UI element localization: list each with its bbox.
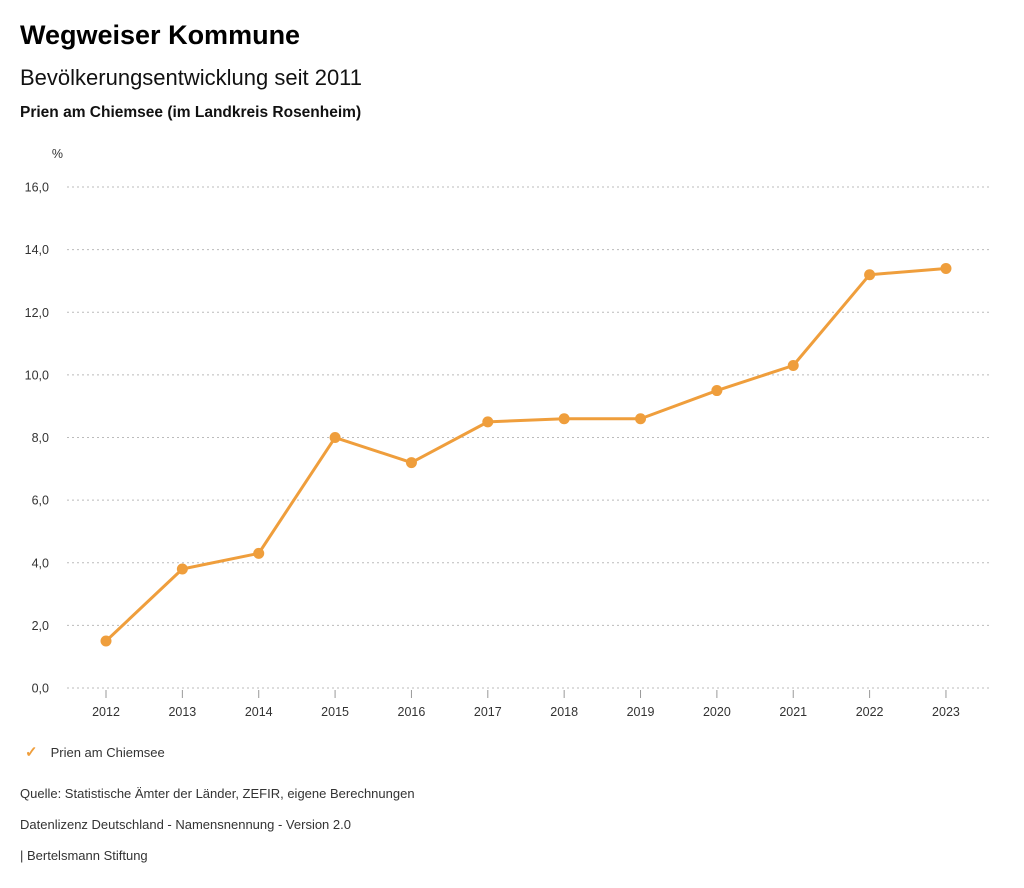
data-point-2016[interactable] xyxy=(405,457,417,469)
y-axis-tick-label: 6,0 xyxy=(32,494,49,508)
data-point-2022[interactable] xyxy=(864,269,876,281)
data-point-2020[interactable] xyxy=(711,385,723,397)
check-icon: ✓ xyxy=(25,744,38,761)
chart-title: Bevölkerungsentwicklung seit 2011 xyxy=(20,65,363,90)
x-axis-tick-label: 2014 xyxy=(245,705,273,719)
legend-item-prien-am-chiemsee[interactable]: ✓ Prien am Chiemsee xyxy=(25,745,165,760)
x-axis-tick-label: 2021 xyxy=(779,705,807,719)
page-title: Wegweiser Kommune xyxy=(20,20,301,50)
source-text: Quelle: Statistische Ämter der Länder, Z… xyxy=(20,786,415,801)
y-axis-tick-label: 14,0 xyxy=(25,243,49,257)
data-point-2021[interactable] xyxy=(787,360,799,372)
data-point-2017[interactable] xyxy=(482,416,494,428)
data-point-2012[interactable] xyxy=(100,635,112,647)
y-axis-tick-label: 10,0 xyxy=(25,368,49,382)
region-subtitle: Prien am Chiemsee (im Landkreis Rosenhei… xyxy=(20,104,362,121)
y-axis-tick-label: 12,0 xyxy=(25,306,49,320)
data-point-2023[interactable] xyxy=(940,262,952,274)
x-axis-tick-label: 2018 xyxy=(550,705,578,719)
data-point-2019[interactable] xyxy=(635,413,647,425)
x-axis-tick-label: 2022 xyxy=(856,705,884,719)
x-axis-tick-label: 2019 xyxy=(627,705,655,719)
attribution-text: | Bertelsmann Stiftung xyxy=(20,848,148,863)
y-axis-tick-label: 0,0 xyxy=(32,682,49,696)
data-point-2015[interactable] xyxy=(329,432,341,444)
x-axis-tick-label: 2015 xyxy=(321,705,349,719)
legend: ✓ Prien am Chiemsee xyxy=(25,745,165,760)
license-text: Datenlizenz Deutschland - Namensnennung … xyxy=(20,817,351,832)
x-axis-tick-label: 2013 xyxy=(168,705,196,719)
legend-label: Prien am Chiemsee xyxy=(50,745,165,760)
series-line xyxy=(104,266,948,643)
y-axis-tick-label: 2,0 xyxy=(32,619,49,633)
y-axis-tick-label: 8,0 xyxy=(32,431,49,445)
x-axis-tick-label: 2023 xyxy=(932,705,960,719)
x-axis-tick-label: 2020 xyxy=(703,705,731,719)
x-axis-tick-label: 2012 xyxy=(92,705,120,719)
x-axis-tick-label: 2016 xyxy=(398,705,426,719)
y-axis-tick-label: 4,0 xyxy=(32,556,49,570)
data-point-2018[interactable] xyxy=(558,413,570,425)
data-point-2013[interactable] xyxy=(176,563,188,575)
x-axis-tick-label: 2017 xyxy=(474,705,502,719)
y-axis-tick-label: 16,0 xyxy=(25,181,49,195)
data-point-2014[interactable] xyxy=(253,547,265,559)
y-axis-unit-label: % xyxy=(52,147,63,161)
